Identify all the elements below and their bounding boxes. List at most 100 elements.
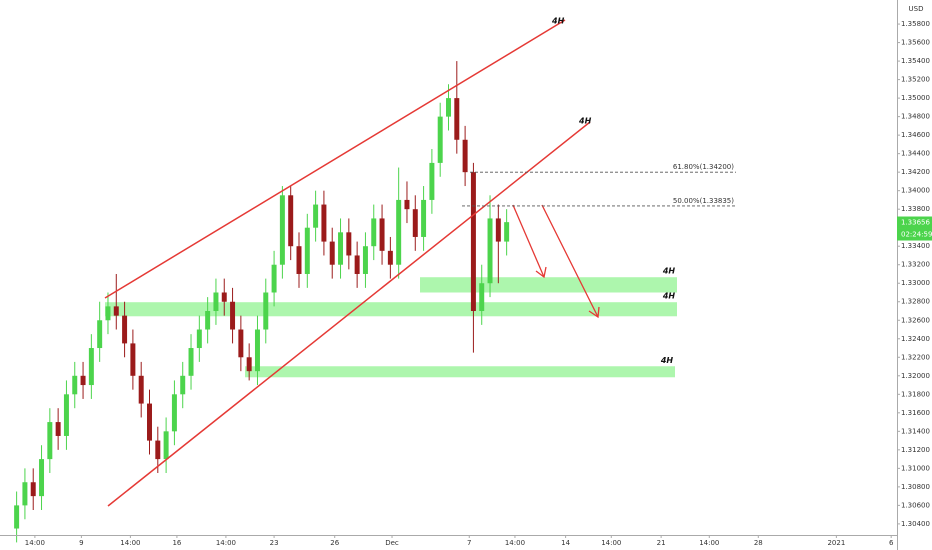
candle-body (196, 329, 202, 349)
candle-body (446, 98, 451, 117)
candle-body (180, 375, 186, 395)
candle-body (470, 172, 476, 312)
y-tick-label: 1.34000 (901, 187, 930, 195)
zone (245, 366, 675, 378)
candle-body (113, 306, 119, 316)
channel-upper (104, 19, 566, 299)
candle-body (171, 394, 177, 432)
candle-body (296, 246, 302, 274)
y-tick-label: 1.34200 (901, 168, 930, 176)
candle-body (371, 218, 377, 247)
y-tick-label: 1.32800 (901, 298, 930, 306)
y-tick-label: 1.33400 (901, 242, 930, 250)
candle-body (238, 329, 244, 358)
x-tick-label: 9 (79, 539, 83, 547)
zone (420, 277, 677, 293)
candle-body (97, 320, 103, 349)
x-tick-label: 14:00 (601, 539, 621, 547)
y-tick-label: 1.32400 (901, 335, 930, 343)
candle-body (412, 209, 418, 237)
candle-body (362, 246, 368, 274)
x-tick-label: 21 (657, 539, 666, 547)
y-tick-label: 1.31800 (901, 390, 930, 398)
x-tick-label: 2021 (827, 539, 845, 547)
x-tick-label: 14:00 (216, 539, 236, 547)
candle-body (487, 218, 493, 284)
candle-body (80, 375, 86, 386)
x-tick-label: 14:00 (120, 539, 140, 547)
candle-body (504, 222, 510, 242)
last-price-box (897, 216, 932, 229)
candle-body (47, 422, 53, 460)
y-tick-label: 1.32200 (901, 353, 930, 361)
y-tick-label: 1.35200 (901, 76, 930, 84)
channel-label: 4H (578, 117, 592, 126)
arrow (512, 204, 547, 279)
currency: USD (909, 5, 924, 13)
y-tick-label: 1.34400 (901, 150, 930, 158)
candle-body (429, 162, 435, 200)
y-tick-label: 1.31400 (901, 427, 930, 435)
candle-body (72, 375, 78, 395)
candle-body (130, 343, 136, 376)
y-tick-label: 1.35800 (901, 20, 930, 28)
candle-body (246, 357, 252, 372)
candle-body (205, 311, 211, 330)
candle-body (454, 98, 460, 140)
candle-body (288, 195, 294, 247)
y-tick-label: 1.30400 (901, 520, 930, 528)
candle-body (22, 482, 28, 506)
x-tick-label: 16 (172, 539, 181, 547)
x-tick-label: 26 (330, 539, 339, 547)
y-tick-label: 1.33200 (901, 261, 930, 269)
zones (105, 277, 677, 378)
candle-body (495, 218, 501, 242)
y-tick-label: 1.31600 (901, 409, 930, 417)
candle-body (213, 292, 219, 312)
candle-body (14, 505, 20, 529)
x-tick-label: 23 (270, 539, 279, 547)
candle-body (329, 241, 335, 265)
candle-body (354, 255, 360, 274)
zone (105, 302, 677, 317)
x-tick-label: 7 (467, 539, 471, 547)
x-tick-label: 14:00 (699, 539, 719, 547)
candle-body (122, 315, 128, 344)
x-tick-label: Dec (385, 539, 399, 547)
candle-body (404, 199, 410, 210)
y-tick-label: 1.32600 (901, 316, 930, 324)
y-tick-label: 1.35600 (901, 39, 930, 47)
fib-label: 61.80%(1.34200) (673, 163, 734, 171)
x-tick-label: 14 (561, 539, 570, 547)
candle-body (63, 394, 69, 436)
candle-body (271, 264, 277, 293)
candle-body (105, 306, 111, 321)
candles (14, 61, 510, 543)
x-tick-label: 14:00 (505, 539, 525, 547)
fib-label: 50.00%(1.33835) (673, 197, 734, 205)
arrow (541, 204, 600, 319)
candle-body (254, 329, 260, 372)
y-tick-label: 1.30600 (901, 501, 930, 509)
candle-body (338, 232, 344, 265)
countdown-label: 02:24:59 (901, 231, 932, 239)
y-tick-label: 1.33000 (901, 279, 930, 287)
channel-label: 4H (551, 17, 565, 26)
y-tick-label: 1.31200 (901, 446, 930, 454)
y-tick-label: 1.35400 (901, 57, 930, 65)
candle-body (387, 250, 393, 265)
candle-body (188, 348, 194, 376)
y-tick-label: 1.31000 (901, 464, 930, 472)
candle-body (304, 227, 310, 274)
candle-body (163, 431, 169, 460)
candle-body (155, 440, 161, 460)
candle-body (313, 204, 319, 228)
y-tick-label: 1.35000 (901, 94, 930, 102)
candle-body (30, 482, 36, 497)
y-tick-label: 1.33800 (901, 205, 930, 213)
candle-body (55, 422, 61, 436)
x-tick-label: 6 (889, 539, 894, 547)
candle-body (462, 139, 468, 173)
